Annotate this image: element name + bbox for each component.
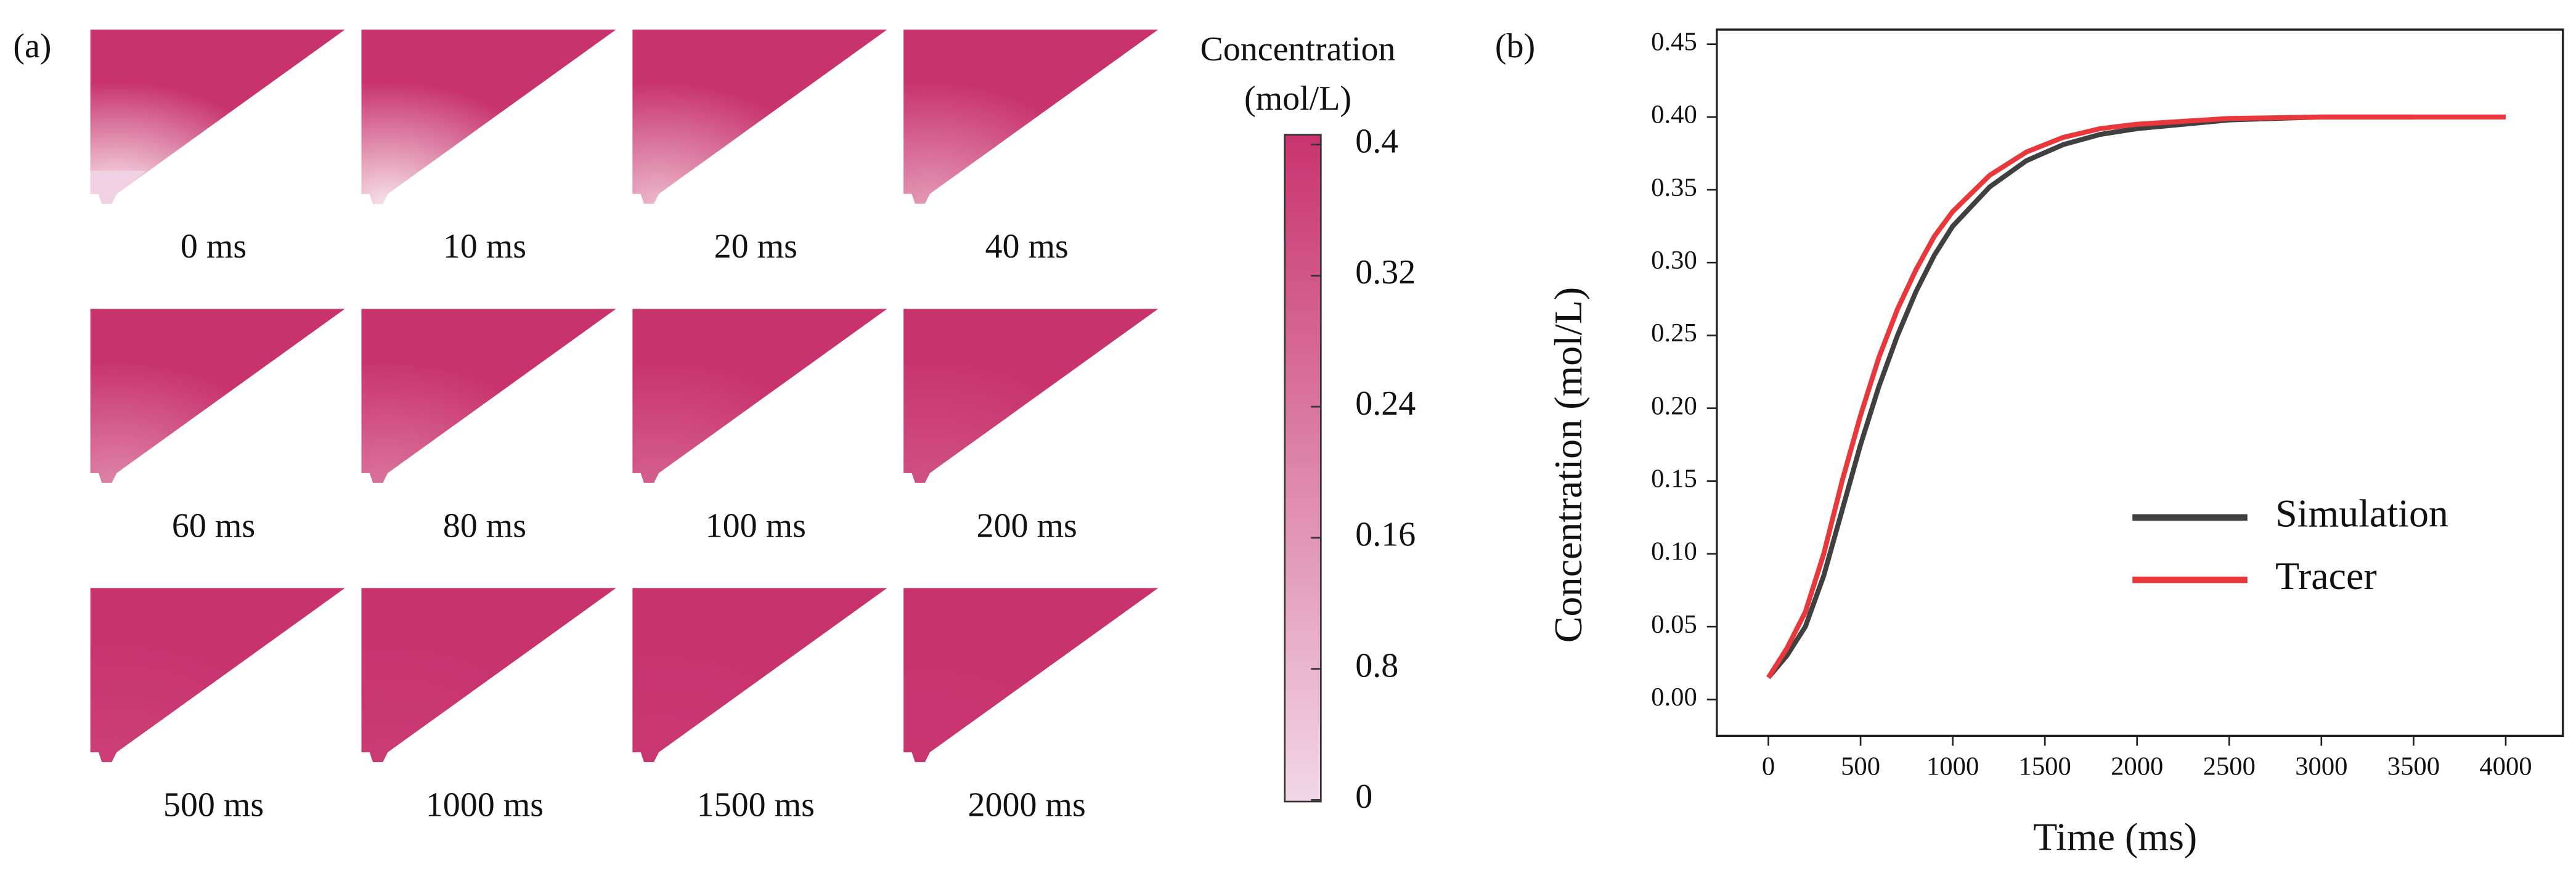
plot-frame [1716, 28, 2564, 738]
y-tick-label: 0.00 [1651, 683, 1697, 712]
y-tick-label: 0.05 [1651, 610, 1697, 639]
colorbar-tick-label: 0.16 [1355, 516, 1416, 554]
x-tick-label: 1000 [1926, 752, 1979, 781]
y-tick-label: 0.20 [1651, 391, 1697, 420]
y-tick-label: 0.40 [1651, 100, 1697, 129]
x-tick-label: 0 [1762, 752, 1775, 781]
series-line [1766, 114, 2414, 680]
colorbar-tick-label: 0.32 [1355, 253, 1416, 291]
frame-label: 200 ms [977, 506, 1077, 545]
mixer-front [90, 171, 147, 204]
mixer-fade [90, 309, 345, 483]
x-tick-label: 2000 [2111, 752, 2163, 781]
mixer-fade [903, 309, 1159, 483]
x-tick-label: 3000 [2295, 752, 2347, 781]
y-axis-label: Concentration (mol/L) [1546, 287, 1590, 643]
legend-label: Simulation [2275, 491, 2448, 535]
colorbar-tick-label: 0.4 [1355, 122, 1398, 160]
y-tick-label: 0.10 [1651, 537, 1697, 566]
x-tick-label: 3500 [2387, 752, 2440, 781]
frame-label: 80 ms [443, 506, 526, 545]
x-tick-label: 1500 [2019, 752, 2071, 781]
y-tick-label: 0.15 [1651, 465, 1697, 494]
x-tick-label: 2500 [2203, 752, 2256, 781]
x-tick-label: 500 [1841, 752, 1880, 781]
x-axis-label: Time (ms) [2033, 815, 2197, 859]
frame-label: 60 ms [172, 506, 255, 545]
legend-label: Tracer [2275, 554, 2377, 598]
colorbar-tick-label: 0 [1355, 778, 1372, 816]
colorbar-title: Concentration [1200, 30, 1395, 68]
colorbar-tick-label: 0.24 [1355, 384, 1416, 423]
frame-label: 1500 ms [697, 786, 815, 824]
frame-label: 500 ms [163, 786, 264, 824]
mixer-fade [632, 30, 887, 204]
mixer-fade [903, 588, 1158, 762]
colorbar-tick-label: 0.8 [1355, 646, 1398, 685]
frame-label: 40 ms [985, 227, 1068, 266]
frame-label: 20 ms [714, 227, 797, 266]
mixer-fade [903, 30, 1159, 204]
mixer-fade [361, 309, 616, 483]
frame-label: 2000 ms [968, 786, 1086, 824]
mixer-fade [90, 30, 345, 204]
y-tick-label: 0.35 [1651, 173, 1697, 202]
frame-label: 0 ms [181, 227, 247, 266]
frame-label: 10 ms [443, 227, 526, 266]
panel-label: (b) [1495, 27, 1535, 65]
y-tick-label: 0.25 [1651, 319, 1697, 348]
y-tick-label: 0.45 [1651, 27, 1697, 56]
panel-label: (a) [13, 27, 51, 65]
mixer-fade [361, 30, 616, 204]
frame-label: 100 ms [706, 506, 806, 545]
colorbar-title: (mol/L) [1244, 79, 1351, 118]
mixer-fade [361, 588, 616, 762]
frame-label: 1000 ms [426, 786, 544, 824]
mixer-fade [632, 309, 887, 483]
y-tick-label: 0.30 [1651, 246, 1697, 275]
mixer-frame [632, 588, 887, 762]
series-line [1766, 114, 2506, 679]
x-tick-label: 4000 [2479, 752, 2532, 781]
colorbar [1284, 134, 1322, 803]
mixer-fade [632, 588, 887, 762]
mixer-fade [90, 588, 345, 762]
mixer-frame [903, 588, 1159, 762]
